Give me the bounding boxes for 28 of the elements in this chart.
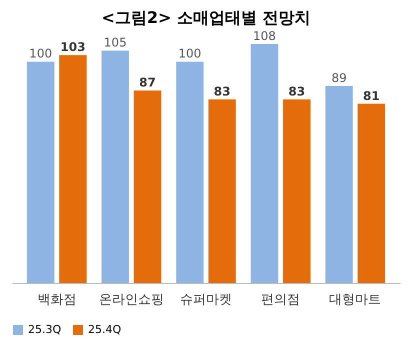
legend-label: 25.4Q <box>88 323 122 336</box>
bar <box>102 50 129 283</box>
data-label: 83 <box>214 84 230 98</box>
bar <box>176 62 204 283</box>
data-label: 105 <box>104 36 127 50</box>
bar <box>134 90 162 283</box>
data-label: 108 <box>253 29 276 43</box>
bar <box>59 55 87 283</box>
data-label: 83 <box>288 84 306 98</box>
x-tick-label: 온라인쇼핑 <box>98 292 164 308</box>
bar <box>283 99 310 283</box>
x-tick-label: 백화점 <box>37 292 76 308</box>
data-label: 87 <box>139 75 156 90</box>
bar <box>250 44 278 283</box>
legend-label: 25.3Q <box>28 323 62 336</box>
chart-title: <그림2> 소매업태별 전망치 <box>101 8 311 27</box>
bar <box>26 62 54 283</box>
data-label: 100 <box>178 46 202 61</box>
bar <box>358 104 386 283</box>
x-tick-label: 대형마트 <box>329 292 382 308</box>
data-label: 103 <box>60 40 86 54</box>
bar <box>208 99 236 283</box>
x-tick-label: 슈퍼마켓 <box>180 292 232 308</box>
bar <box>325 86 353 283</box>
data-label: 100 <box>29 46 52 61</box>
data-label: 89 <box>331 71 347 86</box>
data-label: 81 <box>363 88 380 103</box>
x-tick-label: 편의점 <box>261 292 300 308</box>
